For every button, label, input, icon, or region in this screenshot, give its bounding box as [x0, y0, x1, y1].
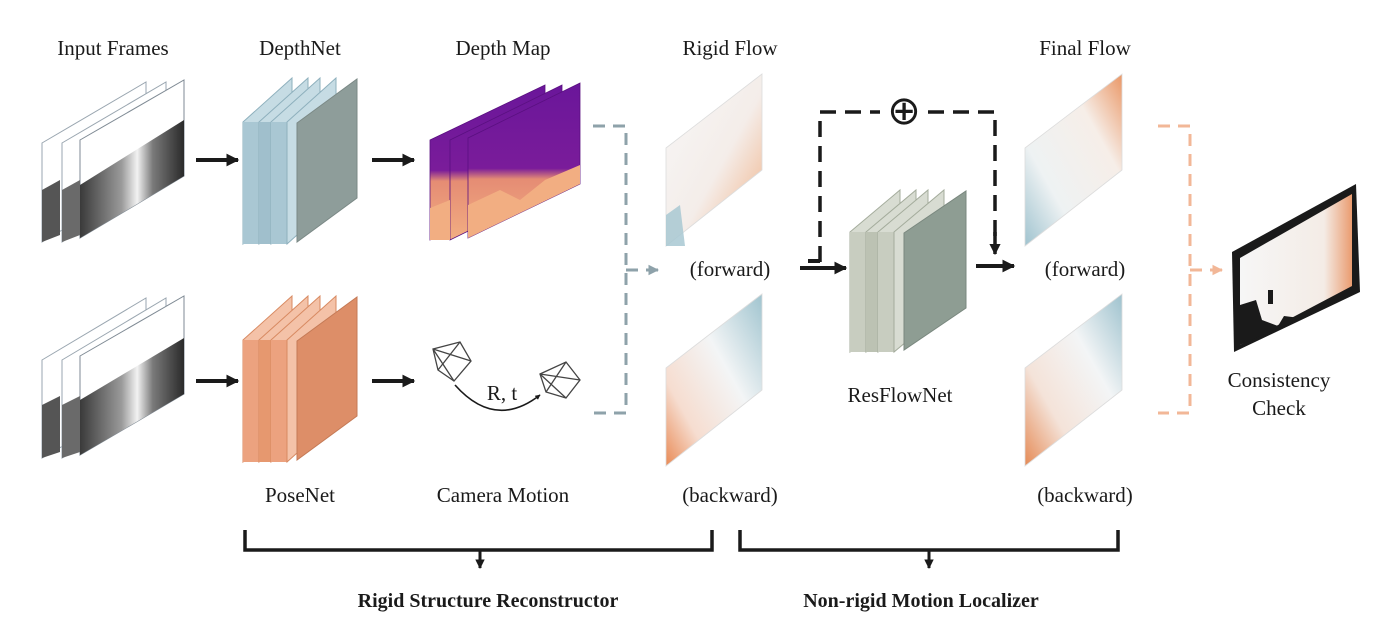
input-frames-top	[41, 79, 185, 243]
label-final-flow: Final Flow	[1039, 36, 1131, 60]
label-final-backward: (backward)	[1037, 483, 1133, 507]
label-depthnet: DepthNet	[259, 36, 341, 60]
bracket-non-rigid-motion	[738, 530, 1120, 552]
final-flow-forward	[1024, 73, 1123, 247]
plus-icon: ⊕	[887, 88, 921, 134]
skip-connection	[818, 110, 997, 262]
depth-map-stack	[429, 82, 581, 241]
rigid-flow-forward	[665, 73, 763, 247]
label-non-rigid-motion-localizer: Non-rigid Motion Localizer	[803, 590, 1039, 612]
depthnet-block	[242, 76, 358, 246]
label-rigid-backward: (backward)	[682, 483, 778, 507]
label-rigid-structure-reconstructor: Rigid Structure Reconstructor	[358, 590, 619, 612]
label-input-frames: Input Frames	[57, 36, 168, 60]
label-final-forward: (forward)	[1045, 257, 1125, 281]
camera-motion-arrow	[454, 384, 541, 412]
label-consistency-1: Consistency	[1228, 368, 1331, 392]
camera-motion-icon	[432, 341, 581, 399]
label-camera-motion: Camera Motion	[437, 483, 570, 507]
consistency-check-map	[1232, 184, 1360, 352]
connector-to-rigid-flow	[593, 124, 660, 415]
connector-to-consistency	[1158, 124, 1224, 415]
label-resflownet: ResFlowNet	[848, 383, 953, 407]
resflownet-block	[849, 188, 967, 354]
label-rigid-forward: (forward)	[690, 257, 770, 281]
label-rt: R, t	[487, 381, 518, 405]
bracket-rigid-structure	[243, 530, 714, 552]
final-flow-backward	[1024, 293, 1123, 467]
label-consistency-2: Check	[1252, 396, 1306, 420]
rigid-flow-backward	[665, 293, 763, 467]
label-posenet: PoseNet	[265, 483, 335, 507]
posenet-block	[242, 294, 358, 464]
label-rigid-flow: Rigid Flow	[682, 36, 778, 60]
input-frames-bottom	[41, 295, 185, 459]
label-depth-map: Depth Map	[455, 36, 550, 60]
